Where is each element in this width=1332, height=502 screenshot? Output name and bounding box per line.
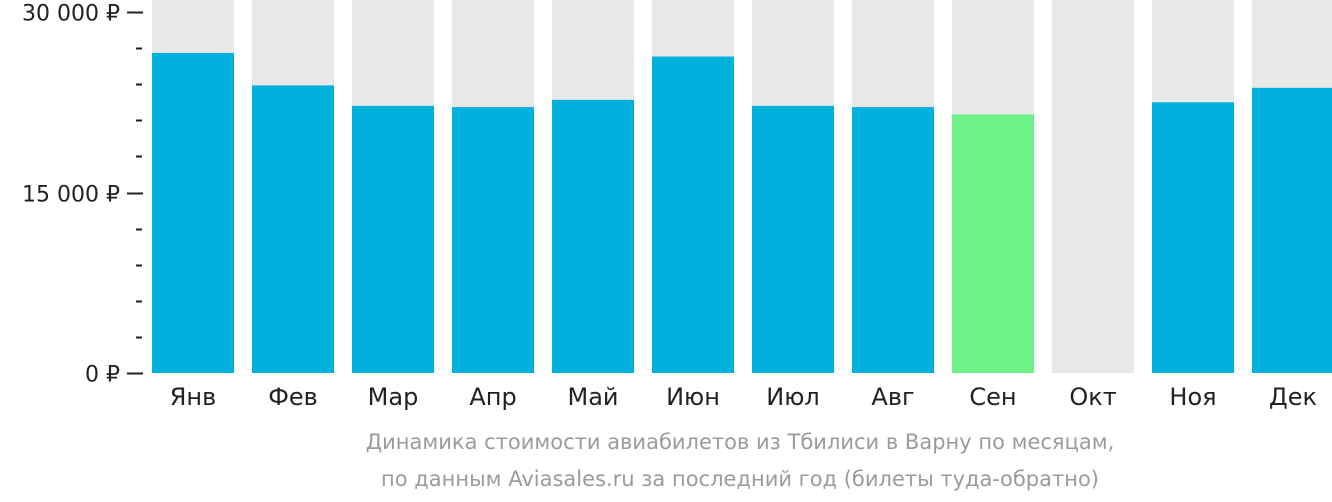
x-tick-label: Июн (666, 383, 720, 411)
bars (152, 52, 1332, 374)
bar-Май[interactable] (552, 99, 634, 374)
x-tick-label: Дек (1269, 383, 1317, 411)
x-axis-labels: Янв Фев Мар Апр Май Июн Июл Авг Сен Окт Ноя Дек (170, 383, 1317, 411)
x-tick-label: Сен (969, 383, 1016, 411)
x-tick-label: Фев (268, 383, 318, 411)
price-bar-chart: 0 ₽ 15 000 ₽ 30 000 ₽ Янв Фев Мар Апр Май Июн Ию… (22, 0, 1332, 411)
y-tick-label: 0 ₽ (85, 363, 120, 388)
bar-Мар[interactable] (352, 105, 434, 373)
bar-Июн[interactable] (652, 56, 734, 374)
x-tick-label: Апр (469, 383, 516, 411)
x-tick-label: Окт (1069, 383, 1116, 411)
x-tick-label: Июл (766, 383, 820, 411)
bar-Фев[interactable] (252, 85, 334, 374)
bar-Янв[interactable] (152, 52, 234, 374)
bar-Авг[interactable] (852, 107, 934, 373)
x-tick-label: Авг (871, 383, 914, 411)
chart-caption-line-2: по данным Aviasales.ru за последний год … (381, 467, 1099, 491)
bar-Сен[interactable] (952, 114, 1034, 373)
bar-Ноя[interactable] (1152, 102, 1234, 373)
bar-Апр[interactable] (452, 107, 534, 373)
x-tick-label: Май (567, 383, 618, 411)
x-tick-label: Ноя (1169, 383, 1216, 411)
y-axis: 0 ₽ 15 000 ₽ 30 000 ₽ (22, 2, 143, 388)
chart-caption-line-1: Динамика стоимости авиабилетов из Тбилис… (365, 430, 1115, 454)
y-tick-label: 15 000 ₽ (22, 183, 120, 208)
x-tick-label: Мар (368, 383, 419, 411)
bar-track (1052, 0, 1134, 373)
bar-Июл[interactable] (752, 105, 834, 373)
y-tick-label: 30 000 ₽ (22, 2, 120, 27)
bar-Дек[interactable] (1252, 87, 1332, 374)
x-tick-label: Янв (170, 383, 217, 411)
